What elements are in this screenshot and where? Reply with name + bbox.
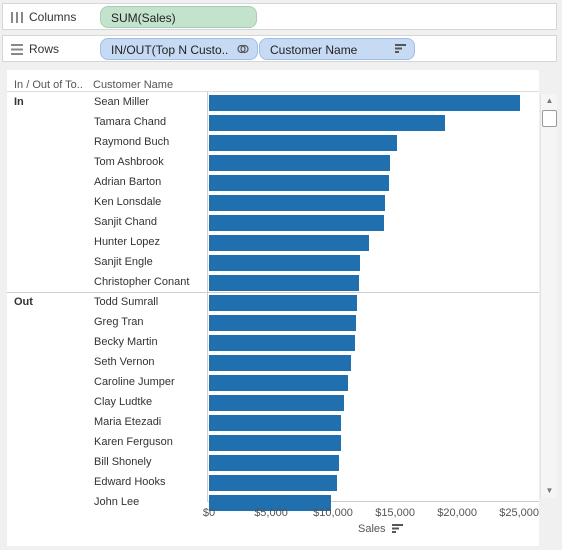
customer-label[interactable]: Clay Ludtke xyxy=(94,396,153,408)
columns-shelf[interactable]: Columns SUM(Sales) xyxy=(2,3,557,30)
vertical-scrollbar[interactable]: ▲ ▼ xyxy=(540,94,557,498)
customer-label[interactable]: Becky Martin xyxy=(94,336,158,348)
sales-bar[interactable] xyxy=(209,395,344,411)
sales-bar[interactable] xyxy=(209,335,356,351)
customer-label[interactable]: Raymond Buch xyxy=(94,136,170,148)
sales-bar[interactable] xyxy=(209,355,352,371)
sales-bar[interactable] xyxy=(209,155,391,171)
customer-name-pill-label: Customer Name xyxy=(270,43,358,57)
group-label-out[interactable]: Out xyxy=(14,296,33,308)
rows-shelf[interactable]: Rows IN/OUT(Top N Custo.. Customer Name xyxy=(2,35,557,62)
customer-label[interactable]: Maria Etezadi xyxy=(94,416,162,428)
group-separator xyxy=(7,292,539,293)
x-axis-line xyxy=(207,501,539,502)
customer-name-column-header[interactable]: Customer Name xyxy=(93,79,174,91)
header-divider xyxy=(7,91,539,92)
sales-bar[interactable] xyxy=(209,135,397,151)
customer-name-pill[interactable]: Customer Name xyxy=(259,38,415,60)
sales-bar[interactable] xyxy=(209,255,361,271)
customer-label[interactable]: Karen Ferguson xyxy=(94,436,173,448)
customer-label[interactable]: Adrian Barton xyxy=(94,176,162,188)
plot-area[interactable] xyxy=(207,92,539,501)
group-label-in[interactable]: In xyxy=(14,96,24,108)
viz-view[interactable]: In / Out of To.. Customer Name In Sean Mi… xyxy=(7,70,539,546)
customer-label[interactable]: Sanjit Chand xyxy=(94,216,157,228)
sales-bar[interactable] xyxy=(209,175,389,191)
x-tick-label: $25,000 xyxy=(499,507,539,519)
sales-bar[interactable] xyxy=(209,375,348,391)
sales-bar[interactable] xyxy=(209,435,341,451)
customer-label[interactable]: Tom Ashbrook xyxy=(94,156,164,168)
x-axis-title[interactable]: Sales xyxy=(358,523,386,535)
set-column-header[interactable]: In / Out of To.. xyxy=(14,79,83,91)
sales-bar[interactable] xyxy=(209,495,331,511)
customer-label[interactable]: Bill Shonely xyxy=(94,456,152,468)
sum-sales-pill-label: SUM(Sales) xyxy=(111,11,176,25)
x-tick-label: $0 xyxy=(202,507,216,519)
x-tick-label: $10,000 xyxy=(313,507,353,519)
sales-bar[interactable] xyxy=(209,475,337,491)
scroll-thumb[interactable] xyxy=(542,110,557,127)
sales-bar[interactable] xyxy=(209,235,369,251)
x-tick-label: $20,000 xyxy=(437,507,477,519)
in-out-set-pill[interactable]: IN/OUT(Top N Custo.. xyxy=(100,38,258,60)
sales-bar[interactable] xyxy=(209,315,356,331)
customer-label[interactable]: Ken Lonsdale xyxy=(94,196,162,208)
sales-bar[interactable] xyxy=(209,215,385,231)
customer-label[interactable]: Seth Vernon xyxy=(94,356,155,368)
in-out-set-pill-label: IN/OUT(Top N Custo.. xyxy=(111,43,229,57)
sales-bar[interactable] xyxy=(209,295,357,311)
customer-label[interactable]: Sean Miller xyxy=(94,96,150,108)
axis-sort-icon[interactable] xyxy=(392,524,403,533)
customer-label[interactable]: Edward Hooks xyxy=(94,476,166,488)
customer-label[interactable]: Sanjit Engle xyxy=(94,256,153,268)
sales-bar[interactable] xyxy=(209,195,385,211)
customer-label[interactable]: Tamara Chand xyxy=(94,116,167,128)
sales-bar[interactable] xyxy=(209,415,342,431)
rows-shelf-label: Rows xyxy=(29,42,60,56)
customer-label[interactable]: Christopher Conant xyxy=(94,276,190,288)
customer-label[interactable]: Caroline Jumper xyxy=(94,376,175,388)
scroll-down-arrow-icon[interactable]: ▼ xyxy=(545,486,554,495)
x-tick-label: $15,000 xyxy=(375,507,415,519)
sales-bar[interactable] xyxy=(209,275,360,291)
columns-grid-icon xyxy=(11,12,23,23)
sales-bar[interactable] xyxy=(209,95,520,111)
sort-descending-icon xyxy=(395,44,406,53)
set-icon xyxy=(237,44,249,54)
scroll-up-arrow-icon[interactable]: ▲ xyxy=(545,96,554,105)
sales-bar[interactable] xyxy=(209,455,340,471)
sum-sales-pill[interactable]: SUM(Sales) xyxy=(100,6,257,28)
sales-bar[interactable] xyxy=(209,115,446,131)
customer-label[interactable]: Hunter Lopez xyxy=(94,236,161,248)
customer-label[interactable]: Todd Sumrall xyxy=(94,296,159,308)
x-tick-label: $5,000 xyxy=(254,507,288,519)
columns-shelf-label: Columns xyxy=(29,10,77,24)
rows-grid-icon xyxy=(11,44,23,55)
customer-label[interactable]: John Lee xyxy=(94,496,140,508)
customer-label[interactable]: Greg Tran xyxy=(94,316,144,328)
